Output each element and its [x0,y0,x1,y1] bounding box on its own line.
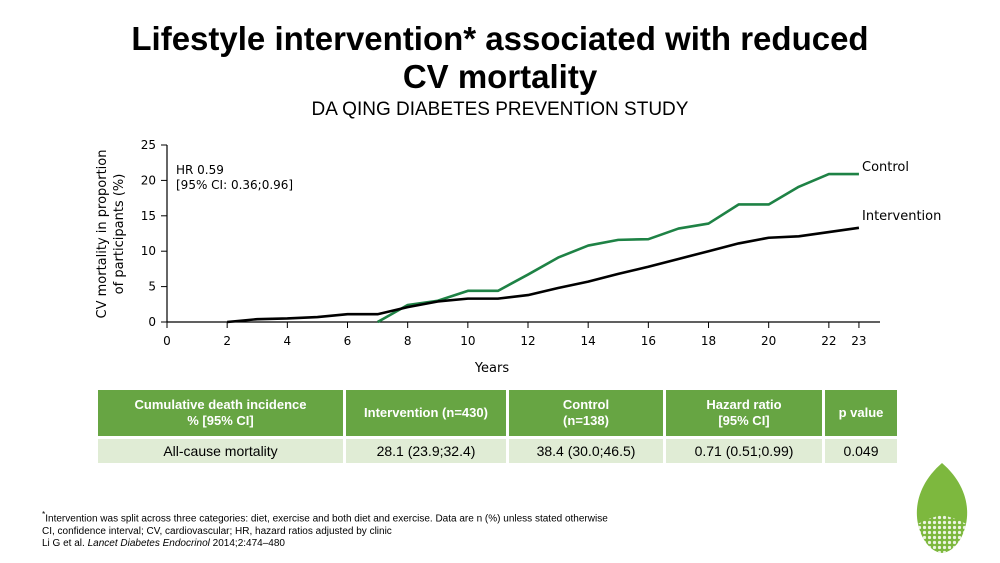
x-tick-label: 2 [223,334,231,348]
y-tick-label: 0 [148,315,156,329]
table-row: All-cause mortality 28.1 (23.9;32.4) 38.… [98,439,897,463]
y-tick-label: 5 [148,280,156,294]
header-text: (n=138) [563,413,609,428]
header-hazard-ratio: Hazard ratio [95% CI] [666,390,822,439]
x-tick-label: 23 [851,334,866,348]
header-text: p value [838,405,884,420]
header-text: Intervention (n=430) [364,405,488,420]
header-text: Control [562,397,610,412]
x-tick-label: 22 [821,334,836,348]
table-cell: 38.4 (30.0;46.5) [509,439,663,463]
table-cell: 0.71 (0.51;0.99) [666,439,822,463]
footnote-abbreviations: CI, confidence interval; CV, cardiovascu… [42,525,392,537]
x-tick-label: 20 [761,334,776,348]
x-axis-ticks: 0 2 4 6 8 10 12 14 16 18 20 22 23 [163,322,867,348]
table-cell: 28.1 (23.9;32.4) [346,439,506,463]
x-tick-label: 16 [641,334,656,348]
footnote-star: * [42,509,46,519]
y-axis-title-line-1: CV mortality in proportion [95,150,110,319]
header-text: [95% CI] [718,413,770,428]
reference-authors: Li G et al. [42,538,88,550]
header-intervention: Intervention (n=430) [346,390,506,439]
leaf-logo-icon [916,463,968,553]
reference-details: 2014;2:474–480 [209,538,285,550]
x-axis-title: Years [474,361,510,376]
header-text: Cumulative death incidence [134,397,307,412]
x-tick-label: 18 [701,334,716,348]
table-header-row: Cumulative death incidence % [95% CI] In… [98,390,897,439]
x-tick-label: 8 [404,334,412,348]
footnote-reference: Li G et al. Lancet Diabetes Endocrinol 2… [42,538,902,551]
footnote-intervention: *Intervention was split across three cat… [42,508,902,526]
series-line-intervention [227,226,860,324]
table-cell: All-cause mortality [98,439,343,463]
y-tick-label: 10 [141,244,156,258]
series-lines [227,172,860,324]
y-axis-title: CV mortality in proportion of participan… [95,150,127,319]
header-text: % [95% CI] [187,413,254,428]
y-axis-title-line-2: of participants (%) [112,174,127,295]
x-tick-label: 12 [520,334,535,348]
y-tick-label: 15 [141,209,156,223]
x-tick-label: 6 [344,334,352,348]
x-tick-label: 4 [284,334,292,348]
footnote-text: Intervention was split across three cate… [45,513,608,525]
slide-title: Lifestyle intervention* associated with … [0,20,1000,96]
header-p-value: p value [825,390,897,439]
header-control: Control (n=138) [509,390,663,439]
x-tick-label: 0 [163,334,171,348]
footnotes: *Intervention was split across three cat… [42,508,902,551]
x-tick-label: 10 [460,334,475,348]
header-cumulative-incidence: Cumulative death incidence % [95% CI] [98,390,343,439]
hr-annotation-line-2: [95% CI: 0.36;0.96] [176,178,293,192]
title-line-1: Lifestyle intervention* associated with … [131,20,869,57]
cv-mortality-chart: 0 5 10 15 20 25 0 2 4 6 8 10 12 14 16 18 20 22 23 Years C… [95,138,941,376]
reference-journal: Lancet Diabetes Endocrinol [87,538,210,550]
y-tick-label: 20 [141,173,156,187]
slide-subtitle: DA QING DIABETES PREVENTION STUDY [311,99,689,120]
x-tick-label: 14 [581,334,596,348]
title-line-2: CV mortality [402,58,598,95]
y-tick-label: 25 [141,138,156,152]
hr-annotation-line-1: HR 0.59 [176,163,224,177]
series-label-intervention: Intervention [862,209,941,224]
results-table: Cumulative death incidence % [95% CI] In… [95,390,900,463]
series-line-control [376,172,859,324]
series-label-control: Control [862,160,909,175]
table-cell: 0.049 [825,439,897,463]
header-text: Hazard ratio [706,397,782,412]
y-axis-ticks: 0 5 10 15 20 25 [141,138,167,329]
